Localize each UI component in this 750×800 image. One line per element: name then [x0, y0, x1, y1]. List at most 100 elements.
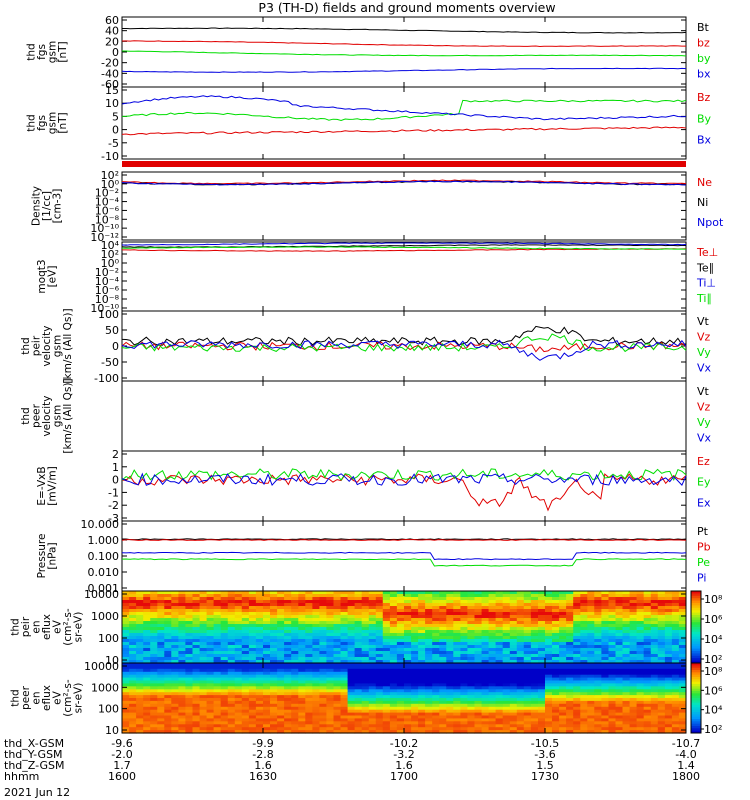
- series-vx: [121, 339, 687, 361]
- heatmap-cell: [629, 606, 638, 610]
- heatmap-cell: [516, 627, 525, 631]
- heatmap-cell: [354, 630, 363, 634]
- heatmap-cell: [220, 692, 229, 696]
- heatmap-cell: [136, 621, 144, 625]
- heatmap-cell: [136, 677, 144, 682]
- colorbar-step: [691, 636, 701, 640]
- heatmap-cell: [255, 657, 264, 661]
- heatmap-cell: [178, 677, 186, 682]
- heatmap-cell: [361, 674, 370, 679]
- heatmap-cell: [411, 674, 419, 679]
- heatmap-cell: [418, 727, 426, 731]
- heatmap-cell: [389, 671, 398, 676]
- heatmap-cell: [418, 633, 426, 637]
- heatmap-cell: [636, 603, 645, 607]
- colorbar-step: [691, 658, 701, 662]
- heatmap-cell: [608, 700, 617, 705]
- colorbar-step: [691, 716, 701, 720]
- heatmap-cell: [263, 727, 271, 731]
- heatmap-cell: [122, 700, 130, 705]
- heatmap-cell: [474, 642, 483, 646]
- heatmap-cell: [305, 712, 313, 717]
- heatmap-cell: [404, 642, 412, 646]
- heatmap-cell: [206, 674, 215, 679]
- heatmap-cell: [530, 615, 539, 619]
- heatmap-cell: [467, 609, 475, 613]
- heatmap-cell: [340, 695, 349, 699]
- heatmap-cell: [248, 695, 257, 699]
- heatmap-cell: [615, 591, 624, 595]
- heatmap-cell: [157, 594, 165, 598]
- heatmap-cell: [678, 683, 687, 687]
- heatmap-cell: [368, 718, 377, 722]
- heatmap-cell: [354, 683, 363, 687]
- heatmap-cell: [354, 706, 363, 711]
- heatmap-cell: [305, 668, 313, 673]
- heatmap-cell: [206, 624, 215, 628]
- heatmap-cell: [227, 724, 236, 728]
- heatmap-cell: [488, 630, 497, 634]
- heatmap-cell: [411, 727, 419, 731]
- heatmap-cell: [678, 680, 687, 684]
- heatmap-cell: [150, 689, 158, 693]
- heatmap-cell: [347, 674, 356, 679]
- heatmap-cell: [425, 715, 433, 719]
- heatmap-cell: [446, 594, 454, 598]
- heatmap-cell: [185, 648, 193, 652]
- heatmap-cell: [241, 668, 250, 673]
- heatmap-cell: [284, 633, 292, 637]
- heatmap-cell: [199, 657, 208, 661]
- heatmap-cell: [488, 639, 497, 643]
- heatmap-cell: [530, 609, 539, 613]
- heatmap-cell: [502, 636, 511, 640]
- heatmap-cell: [220, 706, 229, 711]
- heatmap-cell: [601, 597, 609, 601]
- heatmap-cell: [326, 686, 334, 690]
- heatmap-cell: [255, 665, 264, 670]
- heatmap-cell: [319, 612, 327, 616]
- heatmap-cell: [657, 730, 666, 734]
- heatmap-cell: [453, 700, 461, 705]
- heatmap-cell: [192, 660, 201, 664]
- heatmap-cell: [552, 730, 560, 734]
- heatmap-cell: [263, 657, 271, 661]
- heatmap-cell: [580, 668, 588, 673]
- heatmap-cell: [453, 695, 461, 699]
- heatmap-cell: [643, 612, 652, 616]
- heatmap-cell: [354, 642, 363, 646]
- heatmap-cell: [122, 689, 130, 693]
- heatmap-cell: [171, 730, 179, 734]
- heatmap-cell: [594, 660, 602, 664]
- heatmap-cell: [509, 712, 518, 717]
- heatmap-cell: [312, 698, 320, 702]
- heatmap-cell: [319, 654, 327, 658]
- heatmap-cell: [460, 627, 468, 631]
- heatmap-cell: [396, 648, 405, 652]
- heatmap-cell: [178, 712, 186, 717]
- heatmap-cell: [227, 600, 236, 604]
- heatmap-cell: [122, 627, 130, 631]
- heatmap-cell: [213, 624, 222, 628]
- heatmap-cell: [347, 648, 356, 652]
- heatmap-cell: [382, 594, 391, 598]
- heatmap-cell: [643, 663, 652, 667]
- heatmap-cell: [481, 686, 490, 690]
- heatmap-cell: [615, 724, 624, 728]
- heatmap-cell: [587, 660, 595, 664]
- heatmap-cell: [340, 636, 349, 640]
- heatmap-cell: [326, 624, 334, 628]
- heatmap-cell: [467, 603, 475, 607]
- heatmap-cell: [298, 615, 306, 619]
- heatmap-cell: [453, 689, 461, 693]
- heatmap-cell: [622, 609, 631, 613]
- heatmap-cell: [150, 639, 158, 643]
- heatmap-cell: [671, 686, 680, 690]
- heatmap-cell: [312, 683, 320, 687]
- heatmap-cell: [545, 663, 553, 667]
- heatmap-cell: [418, 686, 426, 690]
- heatmap-cell: [608, 663, 617, 667]
- heatmap-cell: [326, 721, 334, 725]
- heatmap-cell: [594, 674, 602, 679]
- heatmap-cell: [636, 612, 645, 616]
- heatmap-cell: [319, 618, 327, 622]
